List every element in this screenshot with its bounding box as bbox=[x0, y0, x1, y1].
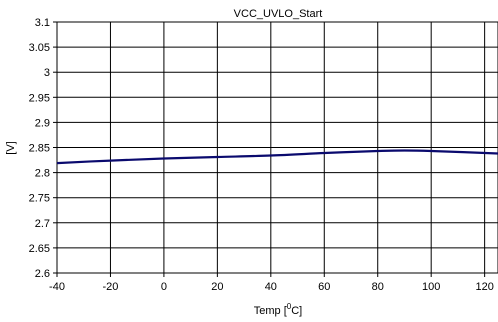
y-tick-label: 2.65 bbox=[29, 243, 50, 255]
x-tick-label: -40 bbox=[49, 281, 65, 293]
x-tick-label: 100 bbox=[422, 281, 440, 293]
x-axis-label-main: Temp [ bbox=[254, 305, 287, 317]
x-tick-label: 40 bbox=[265, 281, 277, 293]
y-tick-label: 2.8 bbox=[35, 168, 50, 180]
x-tick-label: 80 bbox=[372, 281, 384, 293]
y-tick-label: 3.05 bbox=[29, 42, 50, 54]
x-tick-label: 20 bbox=[211, 281, 223, 293]
x-axis-label-tail: C] bbox=[291, 305, 302, 317]
series-line bbox=[56, 149, 498, 165]
y-tick-label: 3.1 bbox=[35, 17, 50, 29]
x-axis-ticks: -40 -20 0 20 40 60 80 100 120 bbox=[49, 273, 494, 293]
y-tick-label: 2.75 bbox=[29, 193, 50, 205]
y-tick-label: 3 bbox=[44, 67, 50, 79]
x-tick-label: 60 bbox=[318, 281, 330, 293]
y-axis-label: [V] bbox=[5, 141, 17, 154]
x-axis-label-sup: 0 bbox=[287, 302, 292, 311]
x-tick-label: -20 bbox=[103, 281, 119, 293]
chart-title: VCC_UVLO_Start bbox=[234, 8, 323, 20]
y-tick-label: 2.85 bbox=[29, 143, 50, 155]
y-tick-label: 2.6 bbox=[35, 268, 50, 280]
x-axis-label: Temp [0C] bbox=[254, 302, 302, 317]
y-tick-label: 2.95 bbox=[29, 92, 50, 104]
y-tick-label: 2.7 bbox=[35, 218, 50, 230]
series-layer bbox=[56, 149, 498, 165]
x-tick-label: 0 bbox=[161, 281, 167, 293]
x-tick-label: 120 bbox=[475, 281, 493, 293]
grid bbox=[56, 21, 498, 274]
y-axis-ticks: 2.6 2.65 2.7 2.75 2.8 2.85 2.9 2.95 3 3.05 3.1 bbox=[29, 17, 57, 280]
y-tick-label: 2.9 bbox=[35, 117, 50, 129]
